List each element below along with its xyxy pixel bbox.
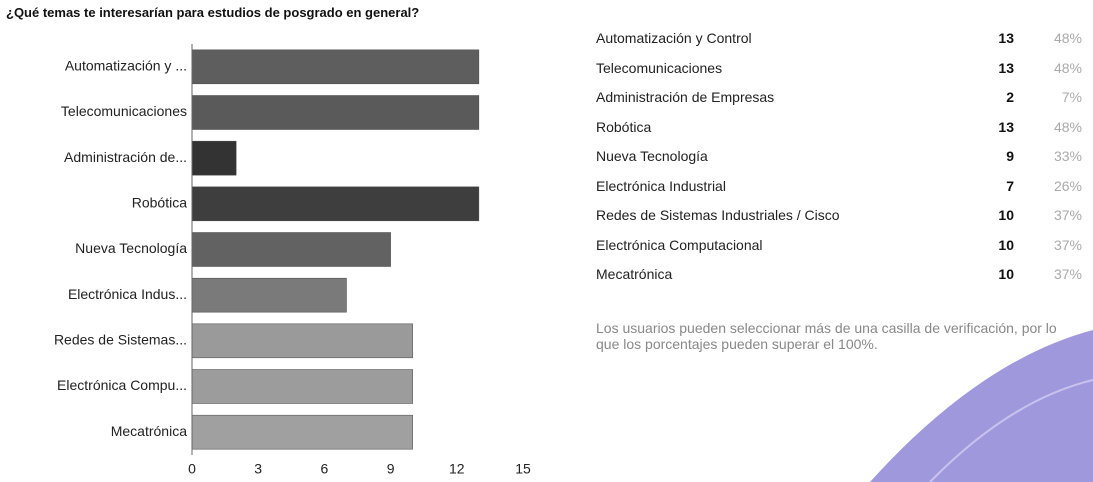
option-percent: 33% xyxy=(1054,148,1082,164)
option-name: Robótica xyxy=(596,119,651,135)
bar xyxy=(192,96,479,130)
y-tick-label: Administración de... xyxy=(64,149,187,165)
bar xyxy=(192,324,413,358)
x-tick-label: 12 xyxy=(449,461,465,477)
bar xyxy=(192,233,391,267)
option-percent: 48% xyxy=(1054,30,1082,46)
note: Los usuarios pueden seleccionar más de u… xyxy=(596,320,1066,352)
option-percent: 37% xyxy=(1054,237,1082,253)
table-row: Mecatrónica 10 37% xyxy=(596,266,1086,290)
y-tick-label: Electrónica Indus... xyxy=(68,286,187,302)
y-tick-label: Automatización y ... xyxy=(65,58,187,74)
table-row: Redes de Sistemas Industriales / Cisco 10… xyxy=(596,207,1086,231)
y-tick-label: Telecomunicaciones xyxy=(61,103,187,119)
x-tick-label: 3 xyxy=(254,461,262,477)
option-percent: 48% xyxy=(1054,60,1082,76)
y-tick-label: Mecatrónica xyxy=(111,423,187,439)
table-row: Automatización y Control 13 48% xyxy=(596,30,1086,54)
option-name: Electrónica Computacional xyxy=(596,237,763,253)
y-tick-label: Robótica xyxy=(132,195,187,211)
bar xyxy=(192,278,346,312)
option-name: Automatización y Control xyxy=(596,30,752,46)
page: 0 3 6 9 12 15 Automatización y ... Telecomunica… xyxy=(0,0,1093,482)
table-row: Robótica 13 48% xyxy=(596,119,1086,143)
option-count: 13 xyxy=(998,60,1014,76)
decoration xyxy=(870,330,1093,482)
option-name: Mecatrónica xyxy=(596,266,672,282)
question-title: ¿Qué temas te interesarían para estudios… xyxy=(6,5,419,20)
x-tick-label: 0 xyxy=(188,461,196,477)
bar xyxy=(192,141,236,175)
bar xyxy=(192,187,479,221)
x-tick-label: 9 xyxy=(387,461,395,477)
table-row: Electrónica Computacional 10 37% xyxy=(596,237,1086,261)
y-tick-label: Nueva Tecnología xyxy=(75,240,187,256)
table-row: Administración de Empresas 2 7% xyxy=(596,89,1086,113)
x-tick-label: 15 xyxy=(515,461,531,477)
option-count: 9 xyxy=(1006,148,1014,164)
option-percent: 37% xyxy=(1054,266,1082,282)
table-row: Electrónica Industrial 7 26% xyxy=(596,178,1086,202)
option-count: 10 xyxy=(998,266,1014,282)
x-tick-label: 6 xyxy=(321,461,329,477)
option-count: 13 xyxy=(998,30,1014,46)
option-count: 13 xyxy=(998,119,1014,135)
option-count: 10 xyxy=(998,207,1014,223)
option-name: Redes de Sistemas Industriales / Cisco xyxy=(596,207,840,223)
option-percent: 48% xyxy=(1054,119,1082,135)
table-row: Nueva Tecnología 9 33% xyxy=(596,148,1086,172)
y-tick-label: Electrónica Compu... xyxy=(57,377,187,393)
table-row: Telecomunicaciones 13 48% xyxy=(596,60,1086,84)
option-percent: 7% xyxy=(1062,89,1082,105)
option-name: Nueva Tecnología xyxy=(596,148,708,164)
bar xyxy=(192,370,413,404)
option-percent: 37% xyxy=(1054,207,1082,223)
option-count: 2 xyxy=(1006,89,1014,105)
y-tick-label: Redes de Sistemas... xyxy=(54,332,187,348)
option-count: 7 xyxy=(1006,178,1014,194)
option-percent: 26% xyxy=(1054,178,1082,194)
bar xyxy=(192,415,413,449)
option-name: Telecomunicaciones xyxy=(596,60,722,76)
bar xyxy=(192,50,479,84)
option-name: Administración de Empresas xyxy=(596,89,774,105)
option-name: Electrónica Industrial xyxy=(596,178,726,194)
option-count: 10 xyxy=(998,237,1014,253)
